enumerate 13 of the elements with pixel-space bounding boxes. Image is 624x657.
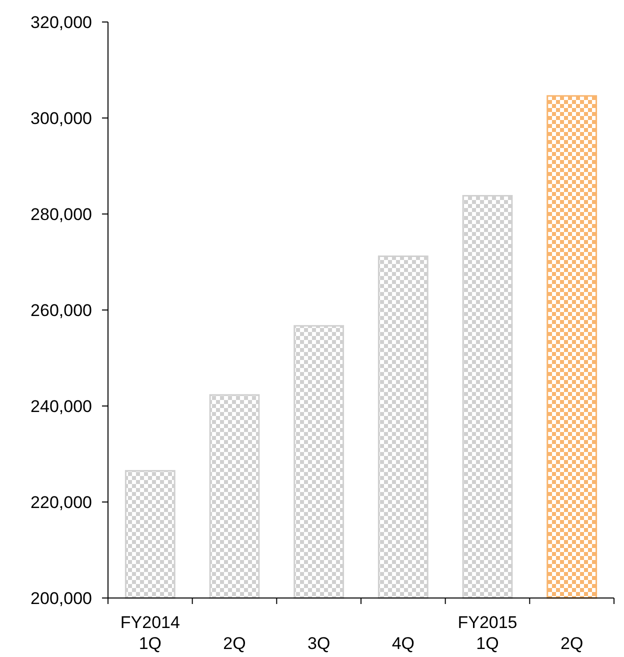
y-tick-label: 300,000 [30,108,92,128]
y-tick-label: 200,000 [30,588,92,608]
x-tick-label: 4Q [392,634,415,653]
y-tick-label: 280,000 [30,204,92,224]
y-tick-label: 260,000 [30,300,92,320]
x-tick-label: 2Q [223,634,246,653]
x-tick-label: 2Q [560,634,584,653]
y-tick-label: 240,000 [30,396,92,416]
y-tick-label: 220,000 [30,492,92,512]
y-tick-label: 320,000 [30,12,92,32]
x-tick-label: FY2014 1Q [120,613,180,653]
x-tick-label: 3Q [307,634,330,653]
x-tick-label: FY2015 1Q [458,613,518,653]
